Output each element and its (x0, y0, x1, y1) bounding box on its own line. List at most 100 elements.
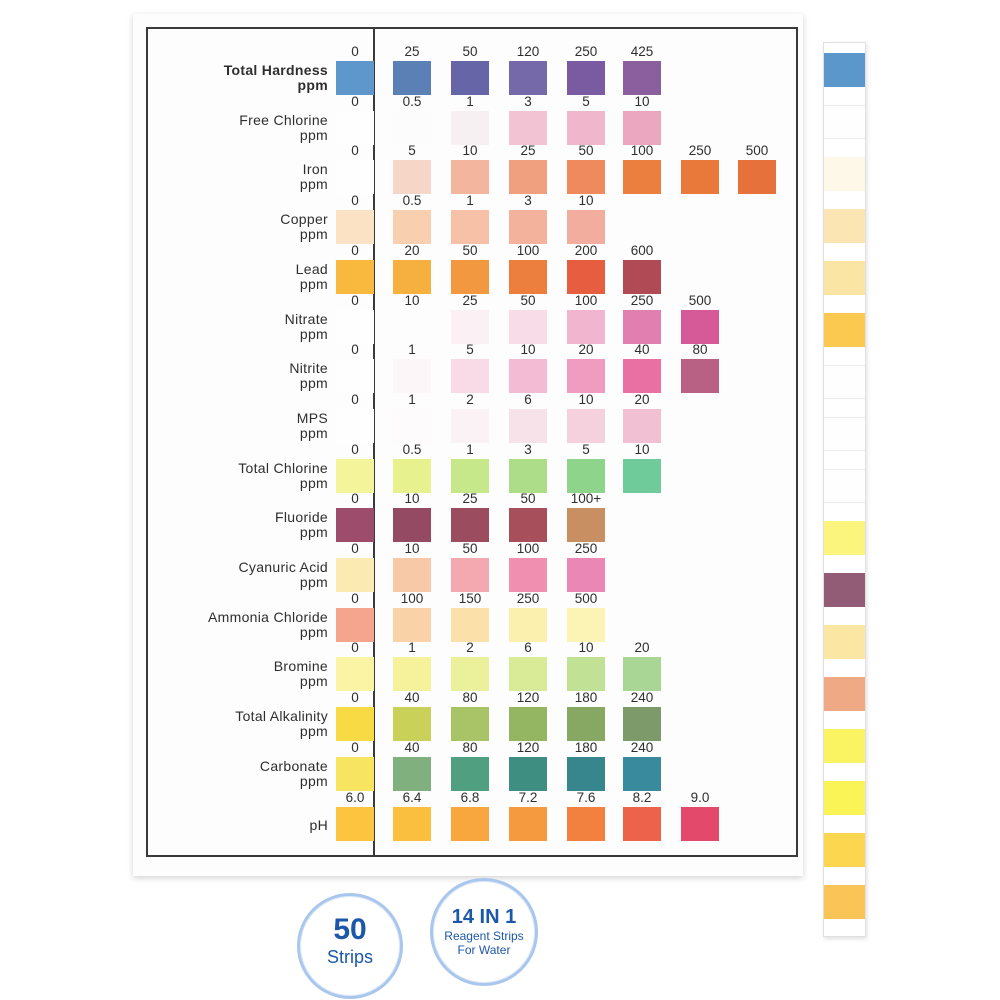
level-value: 40 (634, 342, 650, 358)
kit-title: 14 IN 1 (451, 906, 517, 928)
level-value: 600 (630, 242, 654, 258)
color-swatch (567, 210, 605, 245)
level-value: 0 (351, 242, 359, 258)
level-value: 250 (630, 292, 654, 308)
level-value: 10 (462, 143, 478, 159)
color-swatch (451, 707, 489, 742)
level-value: 3 (524, 193, 532, 209)
color-swatch (393, 756, 431, 791)
level-value: 80 (462, 739, 478, 755)
level-value: 100 (516, 541, 540, 556)
level-value: 10 (634, 441, 650, 457)
color-swatch (567, 657, 605, 692)
color-swatch (336, 160, 374, 195)
color-swatch (451, 657, 489, 692)
color-swatch (336, 110, 374, 145)
color-swatch (451, 756, 489, 791)
level-value: 100+ (570, 491, 602, 507)
level-value: 20 (634, 391, 650, 407)
level-value: 0 (351, 491, 359, 507)
color-swatch (393, 607, 431, 642)
color-swatch (451, 408, 489, 443)
color-swatch (509, 309, 547, 344)
level-value: 5 (582, 93, 590, 109)
row-unit: ppm (299, 176, 328, 193)
color-swatch (681, 806, 719, 841)
level-value: 200 (574, 242, 598, 258)
strip-pad (824, 313, 865, 347)
row-unit: ppm (299, 424, 328, 441)
level-value: 180 (574, 690, 598, 706)
color-swatch (681, 160, 719, 195)
color-swatch (509, 508, 547, 543)
row-label: MPS (296, 409, 328, 426)
row-label: Fluoride (275, 509, 328, 526)
color-swatch (623, 657, 661, 692)
level-value: 50 (520, 491, 536, 507)
level-value: 425 (630, 44, 654, 59)
level-value: 0 (351, 44, 359, 59)
level-value: 50 (462, 44, 478, 59)
level-value: 100 (516, 242, 540, 258)
color-swatch (509, 707, 547, 742)
color-swatch (336, 309, 374, 344)
color-swatch (567, 259, 605, 294)
kit-line-1: Reagent Strips (444, 929, 524, 943)
color-swatch (509, 210, 547, 245)
color-swatch (567, 309, 605, 344)
color-swatch (451, 61, 489, 95)
color-swatch (451, 259, 489, 294)
strip-pad (824, 469, 865, 503)
level-value: 0 (351, 342, 359, 358)
row-label: Nitrate (284, 310, 328, 327)
strip-pad (824, 781, 865, 815)
row-unit: ppm (299, 474, 328, 491)
level-value: 1 (408, 342, 416, 358)
strip-pad (824, 677, 865, 711)
level-value: 0 (351, 541, 359, 556)
row-unit: ppm (299, 623, 328, 640)
row-label: Total Hardness (223, 62, 328, 78)
color-swatch (393, 61, 431, 95)
level-value: 40 (404, 690, 420, 706)
level-value: 6 (524, 640, 532, 656)
level-value: 10 (578, 640, 594, 656)
row-label: Free Chlorine (239, 111, 328, 128)
level-value: 0 (351, 590, 359, 606)
color-swatch (623, 309, 661, 344)
row-unit: ppm (299, 524, 328, 541)
color-swatch (336, 508, 374, 543)
strips-count: 50 (333, 913, 367, 946)
level-value: 0.5 (402, 193, 422, 209)
color-swatch (451, 210, 489, 245)
row-unit: ppm (299, 673, 328, 690)
level-value: 25 (404, 44, 420, 59)
level-value: 10 (404, 541, 420, 556)
color-swatch (509, 806, 547, 841)
color-swatch (623, 458, 661, 493)
level-value: 0 (351, 143, 359, 159)
row-label: Carbonate (259, 757, 328, 774)
level-value: 20 (634, 640, 650, 656)
color-swatch (393, 408, 431, 443)
level-value: 150 (458, 590, 482, 606)
strip-pad (824, 729, 865, 763)
level-value: 0 (351, 391, 359, 407)
color-swatch (509, 359, 547, 394)
color-swatch (336, 607, 374, 642)
color-swatch (623, 61, 661, 95)
level-value: 8.2 (632, 789, 652, 805)
row-unit: ppm (299, 375, 328, 392)
level-value: 500 (688, 292, 712, 308)
color-swatch (623, 806, 661, 841)
color-swatch (336, 756, 374, 791)
level-value: 6.8 (460, 789, 480, 805)
color-swatch (336, 458, 374, 493)
level-value: 10 (404, 491, 420, 507)
row-label: Cyanuric Acid (238, 559, 328, 575)
color-swatch (623, 259, 661, 294)
color-swatch (336, 359, 374, 394)
level-value: 25 (520, 143, 536, 159)
level-value: 0 (351, 193, 359, 209)
level-value: 6.0 (345, 789, 365, 805)
